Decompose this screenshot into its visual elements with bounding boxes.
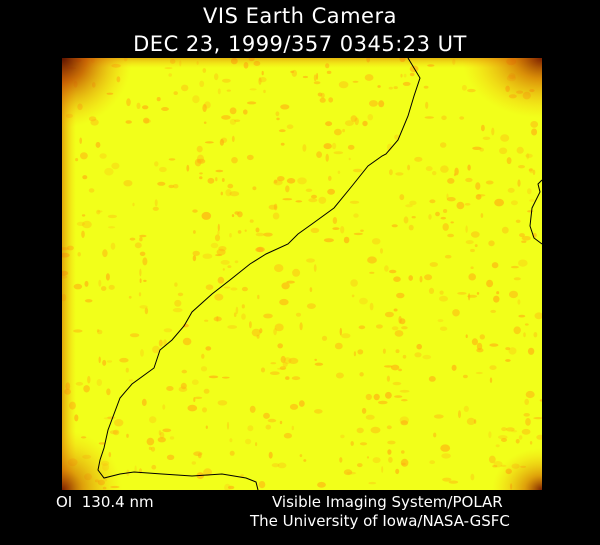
coastline-right <box>529 179 542 245</box>
speckle-layer <box>62 58 542 490</box>
instrument-label: Visible Imaging System/POLAR <box>272 493 503 511</box>
wavelength-label: OI 130.4 nm <box>56 493 154 511</box>
earth-camera-image <box>62 58 542 490</box>
organization-label: The University of Iowa/NASA-GSFC <box>250 512 510 530</box>
image-disk <box>62 58 542 490</box>
coastline-main <box>97 58 421 490</box>
image-title: VIS Earth Camera <box>203 4 397 28</box>
image-timestamp: DEC 23, 1999/357 0345:23 UT <box>133 32 467 56</box>
